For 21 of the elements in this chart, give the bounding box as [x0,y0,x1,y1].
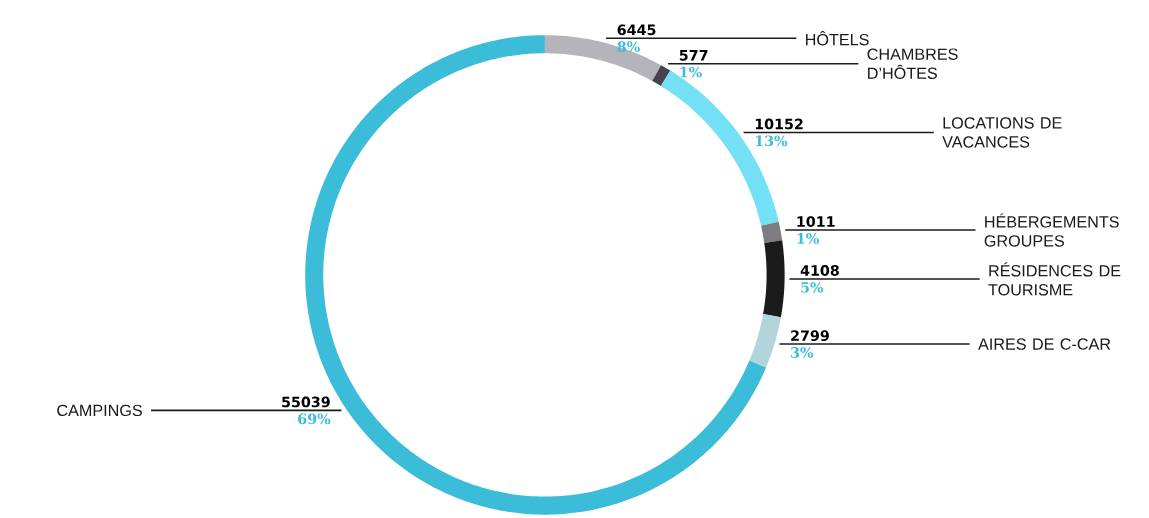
data-label: 10152 [755,118,803,130]
data-label: 4108 [800,264,839,276]
slice-label: LOCATIONS DE VACANCES [942,116,1062,148]
slice-label: CAMPINGS [57,404,142,416]
data-label: 1011 [797,215,835,227]
text: 3% [791,346,814,358]
data-label: 2799 [791,330,829,341]
text: 8% [617,41,640,52]
data-label: 577 [679,49,708,61]
slice-label: RÉSIDENCES DE TOURISME [988,262,1121,296]
slice-label: HÔTELS [806,30,869,46]
text: 5% [801,281,824,293]
data-label: 6445 [617,24,656,35]
slice-label: HÉBERGEMENTS GROUPES [984,213,1119,247]
text: 69% [298,413,331,425]
slice-label: CHAMBRES D’HÔTES [867,48,958,79]
slice-label: AIRES DE C-CAR [978,338,1111,350]
text: 13% [755,135,788,147]
text: 1% [797,232,820,244]
data-label: 55039 [282,396,330,408]
text: 1% [680,66,702,78]
